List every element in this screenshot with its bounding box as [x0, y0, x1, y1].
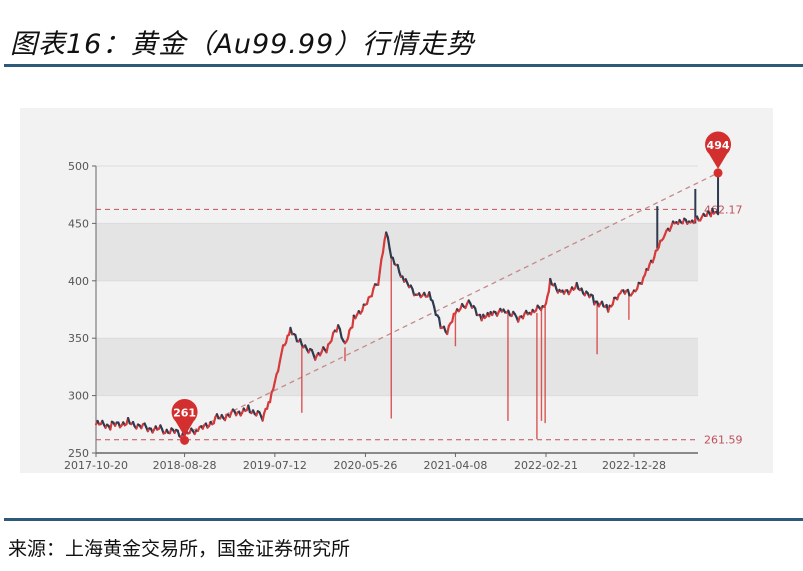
axes: 250 300 350 400 450 500 2017-10-20 2018-08-28 20…	[64, 160, 698, 472]
y-tick-label: 350	[68, 332, 89, 345]
y-tick-label: 250	[68, 447, 89, 460]
x-tick-label: 2018-08-28	[153, 459, 217, 472]
x-tick-label: 2020-05-26	[333, 459, 397, 472]
x-tick-label: 2021-04-08	[423, 459, 487, 472]
x-tick-label: 2022-02-21	[514, 459, 578, 472]
footer-divider	[4, 518, 803, 521]
x-tick-label: 2017-10-20	[64, 459, 128, 472]
min-value-pin: 261	[171, 398, 198, 445]
price-series	[94, 207, 720, 439]
title-divider	[4, 64, 803, 67]
chart-panel	[20, 108, 773, 473]
price-spikes	[301, 172, 720, 440]
chart-title: 图表16：黄金（Au99.99）行情走势	[10, 29, 475, 60]
x-tick-label: 2022-12-28	[602, 459, 666, 472]
x-tick-label: 2019-07-12	[243, 459, 307, 472]
max-value-pin: 494	[705, 131, 732, 178]
y-tick-label: 500	[68, 160, 89, 173]
reference-label: 261.59	[704, 434, 743, 447]
pin-value: 494	[707, 139, 730, 152]
y-tick-label: 300	[68, 390, 89, 403]
value-pins: 261 494	[171, 131, 732, 445]
y-tick-label: 450	[68, 217, 89, 230]
y-tick-label: 400	[68, 275, 89, 288]
source-note: 来源：上海黄金交易所，国金证券研究所	[8, 538, 351, 560]
pin-value: 261	[173, 406, 196, 419]
gridlines	[96, 165, 698, 397]
